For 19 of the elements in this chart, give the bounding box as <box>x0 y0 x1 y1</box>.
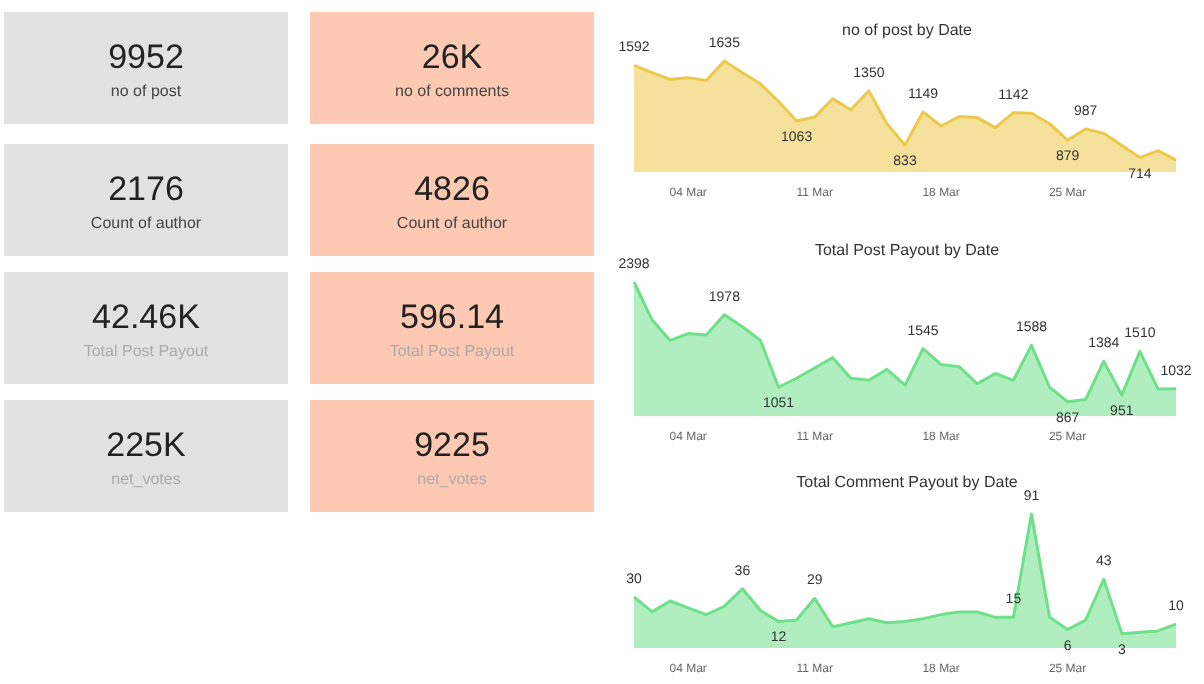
text: 42.46K <box>92 297 200 337</box>
text: net_votes <box>111 469 181 487</box>
text: 9952 <box>108 37 184 77</box>
text: 9225 <box>414 425 490 465</box>
text: 225K <box>106 425 186 465</box>
text: Count of author <box>90 213 202 231</box>
text: 2176 <box>108 169 184 209</box>
text: 4826 <box>414 169 490 209</box>
text: net_votes <box>417 469 487 487</box>
text: 596.14 <box>400 297 504 337</box>
chart-title: no of post by Date <box>842 21 974 39</box>
text: Count of author <box>396 213 508 231</box>
text: Total Post Payout <box>389 341 515 359</box>
text: 26K <box>421 37 483 77</box>
text: no of comments <box>395 81 509 99</box>
chart-title: Total Post Payout by Date <box>814 241 1001 259</box>
text: Total Post Payout <box>83 341 209 359</box>
chart-title: Total Comment Payout by Date <box>796 473 1019 491</box>
text: no of post <box>110 81 182 99</box>
